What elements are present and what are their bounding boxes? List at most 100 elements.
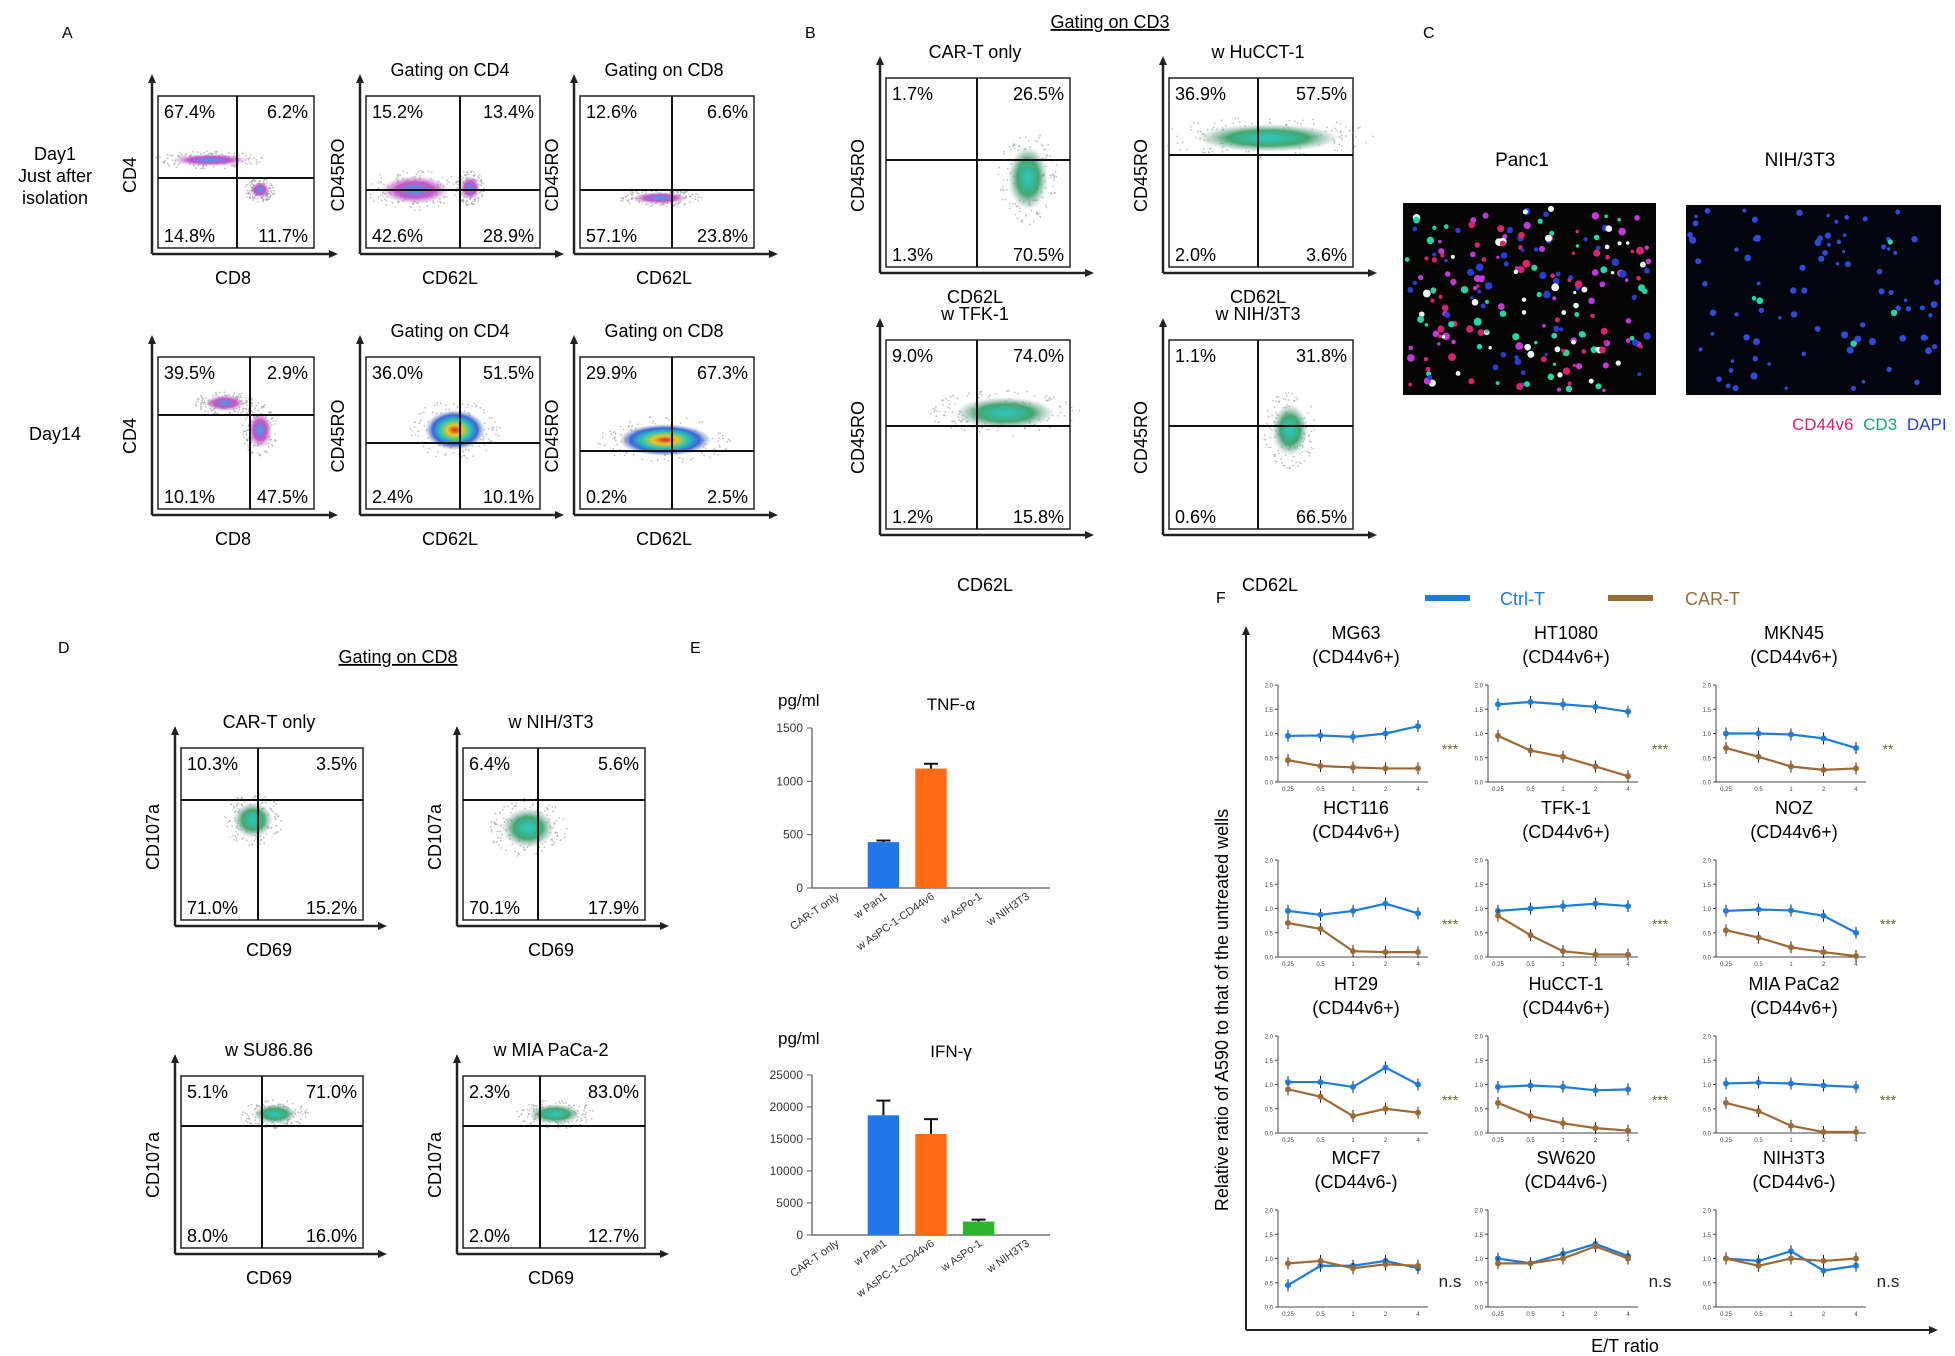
- event-dot: [584, 1104, 587, 1107]
- cell-population: [1263, 391, 1316, 470]
- legend-label-ctrl: Ctrl-T: [1500, 589, 1545, 609]
- x-tick-label: 0.25: [1282, 787, 1294, 793]
- cell: [1482, 212, 1489, 219]
- event-dot: [981, 393, 983, 396]
- cell: [1826, 213, 1830, 218]
- plot-title: w TFK-1: [940, 304, 1009, 324]
- cell: [1692, 220, 1699, 227]
- event-dot: [201, 167, 204, 169]
- event-dot: [529, 1121, 532, 1124]
- event-dot: [441, 176, 444, 179]
- gating-header: Gating on CD3: [1050, 12, 1169, 32]
- event-dot: [430, 170, 433, 173]
- cell: [1543, 211, 1549, 218]
- cell: [1710, 331, 1715, 336]
- event-dot: [273, 801, 276, 803]
- event-dot: [1263, 434, 1266, 437]
- cell-population: [241, 402, 277, 457]
- event-dot: [947, 406, 949, 409]
- y-axis-label: CD45RO: [1131, 139, 1151, 212]
- event-dot: [1313, 429, 1316, 431]
- y-tick-label: 5000: [776, 1196, 803, 1210]
- x-tick-label: 4: [1416, 787, 1420, 793]
- x-tick-label: 2: [1594, 787, 1598, 793]
- plot-title: w NIH/3T3: [1214, 304, 1300, 324]
- y-tick-label: 0.5: [1703, 1281, 1712, 1287]
- y-tick-label: 1.5: [1475, 1233, 1484, 1239]
- car-point: [1625, 1127, 1631, 1134]
- event-dot: [721, 434, 724, 437]
- event-dot: [444, 404, 447, 407]
- event-dot: [380, 199, 383, 202]
- event-dot: [269, 196, 271, 199]
- event-dot: [1048, 426, 1051, 429]
- event-dot: [511, 807, 514, 810]
- event-dot: [496, 830, 499, 833]
- event-dot: [159, 156, 161, 159]
- car-point: [1382, 1105, 1389, 1112]
- event-dot: [977, 396, 980, 399]
- cell: [1448, 353, 1456, 362]
- event-dot: [173, 162, 176, 165]
- event-dot: [250, 162, 253, 165]
- event-dot: [1065, 403, 1067, 406]
- event-dot: [694, 198, 697, 201]
- cell: [1499, 240, 1506, 247]
- quadrant-upper-left-value: 67.4%: [164, 102, 215, 122]
- event-dot: [218, 391, 221, 394]
- event-dot: [581, 1119, 584, 1122]
- event-dot: [1019, 136, 1022, 139]
- event-dot: [1310, 405, 1312, 408]
- x-tick-label: 0.25: [1492, 787, 1504, 793]
- cell: [1644, 267, 1650, 274]
- cell: [1702, 281, 1708, 287]
- event-dot: [385, 199, 387, 202]
- event-dot: [446, 180, 449, 182]
- cell: [1536, 291, 1542, 298]
- event-dot: [435, 455, 437, 458]
- x-tick-label: 4: [1854, 787, 1858, 793]
- cell: [1430, 287, 1437, 294]
- event-dot: [1203, 151, 1206, 154]
- event-dot: [413, 421, 416, 424]
- event-dot: [1045, 154, 1048, 156]
- event-dot: [1039, 134, 1041, 137]
- quadrant-lower-right-value: 66.5%: [1296, 507, 1347, 527]
- x-tick-label: 0.25: [1720, 1312, 1732, 1318]
- event-dot: [1040, 143, 1043, 146]
- event-dot: [385, 204, 388, 206]
- panel-letter: E: [690, 640, 701, 657]
- cell: [1573, 290, 1577, 295]
- event-dot: [228, 820, 231, 822]
- event-dot: [264, 796, 267, 798]
- event-dot: [585, 1111, 588, 1114]
- event-dot: [241, 1113, 244, 1116]
- cell: [1500, 351, 1507, 358]
- density-core: [460, 176, 480, 200]
- event-dot: [552, 810, 554, 813]
- event-dot: [1053, 177, 1056, 179]
- cell: [1624, 278, 1629, 282]
- x-tick-label: 4: [1854, 1312, 1858, 1318]
- cell: [1554, 346, 1561, 353]
- y-tick-label: 1.0: [1265, 907, 1274, 913]
- event-dot: [1078, 409, 1081, 412]
- event-dot: [1237, 117, 1240, 120]
- event-dot: [541, 1100, 544, 1103]
- event-dot: [256, 1122, 259, 1125]
- cell: [1725, 383, 1731, 389]
- event-dot: [518, 1115, 520, 1118]
- x-tick-label: 0.25: [1282, 962, 1294, 968]
- subplot-title: NIH3T3: [1763, 1148, 1825, 1168]
- cell: [1522, 209, 1528, 215]
- event-dot: [248, 1117, 250, 1120]
- cell: [1553, 325, 1560, 332]
- event-dot: [249, 194, 252, 197]
- y-tick-label: 25000: [770, 1068, 804, 1082]
- panel-d: D Gating on CD8: [58, 640, 458, 667]
- event-dot: [246, 439, 249, 442]
- event-dot: [299, 1111, 302, 1114]
- subplot: MKN45(CD44v6+)0.00.51.01.52.00.25 0.5 1 2 4*…: [1703, 623, 1894, 793]
- event-dot: [483, 437, 485, 440]
